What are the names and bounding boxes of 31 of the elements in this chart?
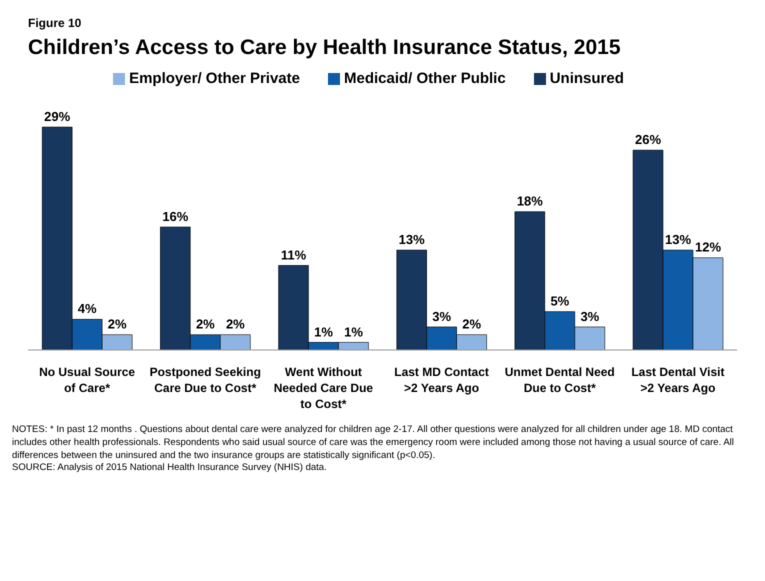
data-label: 13% (665, 232, 692, 248)
data-label: 16% (162, 208, 189, 224)
x-tick-label: Last Dental Visit >2 Years Ago (631, 365, 724, 395)
x-tick-label: Unmet Dental Need Due to Cost* (504, 365, 615, 395)
data-label: 26% (635, 132, 662, 148)
data-label: 1% (314, 324, 334, 340)
data-label: 29% (44, 109, 71, 124)
legend-label: Uninsured (550, 70, 624, 87)
data-label: 5% (550, 294, 570, 309)
x-tick-label: Last MD Contact >2 Years Ago (394, 365, 489, 395)
data-label: 4% (78, 301, 98, 316)
data-label: 13% (398, 232, 426, 248)
data-label: 3% (580, 308, 600, 324)
data-label: 18% (516, 194, 544, 209)
data-label: 2% (196, 316, 216, 332)
legend-label: Medicaid/ Other Public (344, 70, 506, 87)
data-label: 3% (432, 308, 452, 324)
chart-title: Children’s Access to Care by Health Insurance Status, 2015 (27, 35, 622, 60)
text: NOTES: * In past 12 months . Questions about dental care were analyzed for children age 2-17. All other questions were analyzed for all children under age 18. MD contact includes other health professionals. Respondents who said usual source of care was the emergency room were included among those not having a usual source of care. All differences between the uninsured and the two insurance groups are statistically significant (p<0.05). (12, 424, 735, 462)
data-label: 2% (462, 316, 482, 332)
x-tick-label: No Usual Source of Care* (39, 365, 136, 395)
chart-subtitle: Figure 10 (27, 15, 82, 30)
x-tick-label: Postponed Seeking Care Due to Cost* (150, 365, 261, 395)
data-label: 1% (344, 324, 364, 340)
x-tick-label: Went Without Needed Care Due to Cost* (274, 365, 374, 411)
data-label: 12% (695, 240, 722, 255)
data-label: 11% (280, 247, 307, 262)
data-label: 2% (226, 316, 246, 332)
data-label: 2% (108, 316, 128, 332)
legend-label: Employer/ Other Private (129, 70, 300, 87)
source-note: SOURCE: Analysis of 2015 National Health Insurance Survey (NHIS) data. (12, 462, 328, 476)
